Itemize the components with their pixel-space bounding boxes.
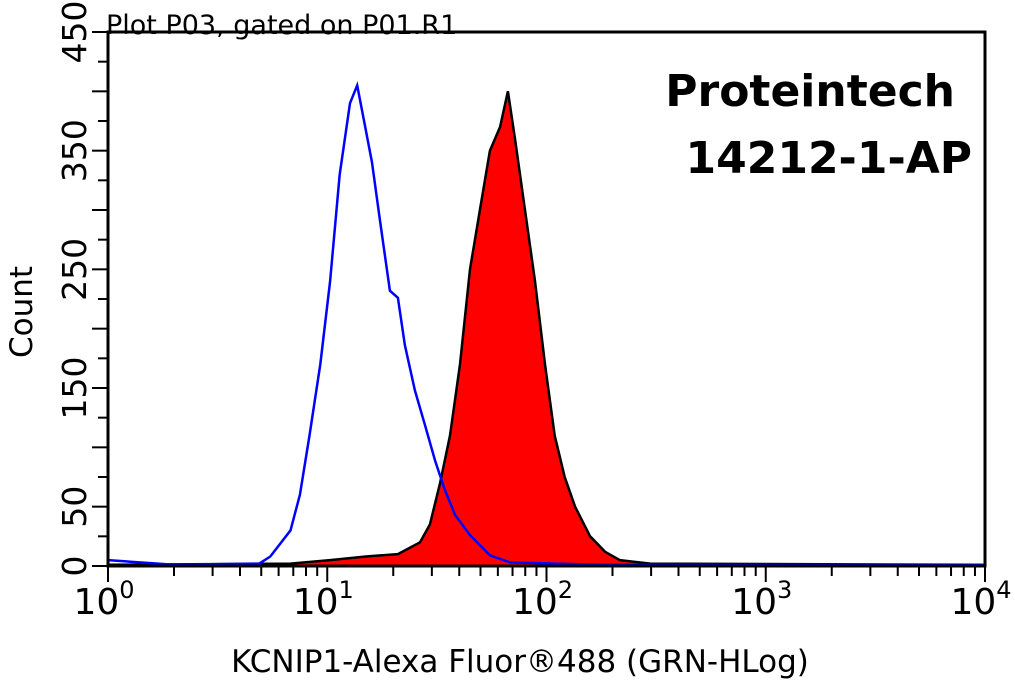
y-tick-label: 0 <box>55 556 94 577</box>
y-tick-label: 350 <box>55 119 94 182</box>
y-tick-label: 50 <box>55 486 94 528</box>
y-axis-label: Count <box>4 266 40 358</box>
x-axis: 100 101 102 103 104 <box>73 566 1012 623</box>
x-tick-label: 100 <box>73 576 134 623</box>
chart-title: Plot P03, gated on P01.R1 <box>106 10 457 41</box>
y-tick-label: 150 <box>55 357 94 420</box>
x-tick-label: 101 <box>293 576 354 623</box>
series-line-control <box>107 81 985 567</box>
y-tick-label: 450 <box>55 1 94 64</box>
x-tick-label: 102 <box>512 576 573 623</box>
y-axis: 0 50 150 250 350 450 <box>55 1 108 577</box>
annotation-brand: Proteintech <box>665 66 955 117</box>
x-tick-label: 103 <box>731 576 792 623</box>
x-tick-label: 104 <box>950 576 1011 623</box>
series-outline-sample <box>107 91 986 567</box>
plot-area <box>107 81 986 567</box>
y-tick-label: 250 <box>55 238 94 301</box>
annotation-catalog: 14212-1-AP <box>685 133 972 184</box>
x-axis-label: KCNIP1-Alexa Fluor®488 (GRN-HLog) <box>231 644 809 680</box>
series-fill-sample <box>108 91 985 567</box>
